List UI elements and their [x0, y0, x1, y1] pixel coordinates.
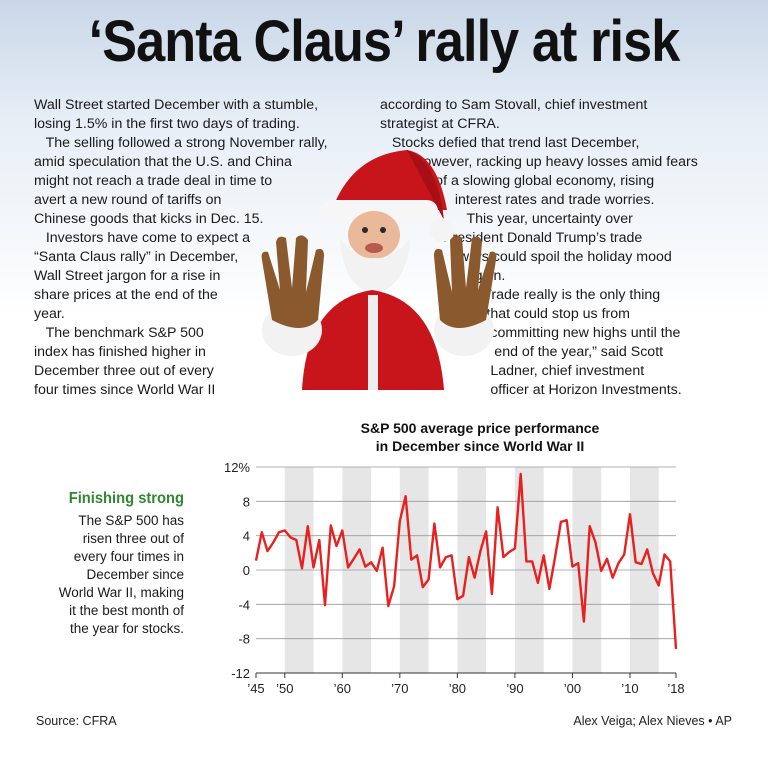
x-tick-label: ’00 [564, 681, 581, 696]
santa-claus-photo [261, 150, 497, 390]
story-line: avert a new round of tariffs on [34, 192, 222, 208]
sidebar-line: World War II, making [58, 585, 184, 600]
y-tick-label: -12 [231, 666, 250, 681]
story-line: “Trade really is the only thing [380, 287, 661, 303]
story-line: year. [34, 306, 65, 322]
story-left-column: Wall Street started December with a stum… [34, 96, 328, 400]
chart-title-line: S&P 500 average price performance [360, 420, 600, 436]
x-tick-label: ’60 [334, 681, 351, 696]
story-line: might not reach a trade deal in time to [34, 173, 273, 189]
story-line: This year, uncertainty over [380, 211, 633, 227]
story-line: according to Sam Stovall, chief investme… [380, 97, 648, 113]
story-line: of a slowing global economy, rising [380, 173, 655, 189]
x-tick-label: ’90 [506, 681, 523, 696]
x-tick-label: ’18 [667, 681, 684, 696]
x-tick-label: ’50 [276, 681, 293, 696]
headline: ‘Santa Claus’ rally at risk [88, 9, 681, 74]
story-line: Investors have come to expect a [34, 230, 251, 246]
story-line: index has finished higher in [34, 344, 206, 360]
chart-title-line: in December since World War II [375, 438, 585, 454]
story-line: officer at Horizon Investments. [380, 382, 682, 398]
credit-line: Alex Veiga; Alex Nieves • AP [573, 714, 732, 728]
x-tick-label: ’45 [247, 681, 264, 696]
story-line: Ladner, chief investment [380, 363, 645, 379]
story-line: December three out of every [34, 363, 214, 379]
story-line: committing new highs until the [380, 325, 681, 341]
y-tick-label: 8 [243, 494, 250, 509]
story-line: share prices at the end of the [34, 287, 218, 303]
x-tick-label: ’10 [621, 681, 638, 696]
y-tick-label: 0 [243, 563, 250, 578]
x-tick-label: ’80 [449, 681, 466, 696]
source-note: Source: CFRA [36, 714, 117, 728]
story-line: President Donald Trump’s trade [380, 230, 643, 246]
story-line: interest rates and trade worries. [380, 192, 655, 208]
sidebar-line: every four times in [73, 549, 184, 564]
story-line: “Santa Claus rally” in December, [34, 249, 239, 265]
story-line: end of the year,” said Scott [380, 344, 664, 360]
story-line: Chinese goods that kicks in Dec. 15. [34, 211, 264, 227]
sidebar-heading: Finishing strong [68, 490, 184, 507]
sidebar-body: The S&P 500 has risen three out of every f… [40, 512, 184, 638]
y-tick-label: 12% [224, 460, 250, 475]
x-tick-label: ’70 [391, 681, 408, 696]
series-line [254, 472, 678, 650]
story-line: The selling followed a strong November r… [34, 135, 328, 151]
story-line: strategist at CFRA. [380, 116, 500, 132]
story-line: losing 1.5% in the first two days of tra… [34, 116, 300, 132]
sidebar-line: risen three out of [82, 531, 184, 546]
story-line: that could stop us from [380, 306, 630, 322]
y-tick-label: 4 [243, 529, 250, 544]
sidebar-line: it the best month of [69, 603, 184, 618]
story-line: wars could spoil the holiday mood [380, 249, 672, 265]
story-line: however, racking up heavy losses amid fe… [380, 154, 698, 170]
story-line: The benchmark S&P 500 [34, 325, 204, 341]
story-line: Wall Street jargon for a rise in [34, 268, 221, 284]
y-tick-label: -8 [238, 632, 250, 647]
story-right-column: according to Sam Stovall, chief investme… [380, 96, 698, 400]
story-line: Wall Street started December with a stum… [34, 97, 319, 113]
sidebar-line: the year for stocks. [69, 621, 184, 636]
y-tick-label: -4 [238, 597, 250, 612]
story-line: four times since World War II [34, 382, 216, 398]
story-line: amid speculation that the U.S. and China [34, 154, 292, 170]
story-line: Stocks defied that trend last December, [380, 135, 640, 151]
sidebar-line: December since [86, 567, 184, 582]
sidebar-line: The S&P 500 has [78, 513, 184, 528]
